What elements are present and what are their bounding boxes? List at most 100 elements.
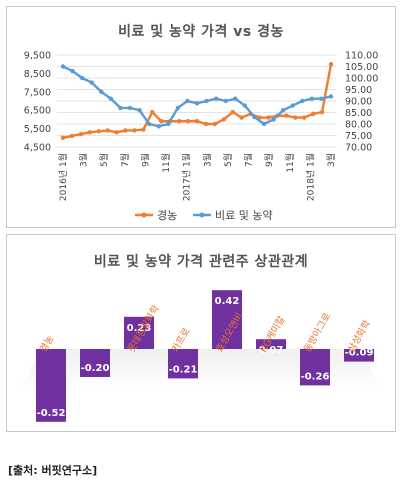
data-point (150, 109, 155, 115)
floor-plane (21, 349, 381, 389)
line-chart-title: 비료 및 농약 가격 vs 경농 (118, 24, 284, 40)
data-point (156, 124, 161, 129)
data-point (176, 119, 182, 124)
x-tick-label: 9월 (139, 153, 151, 167)
data-point (108, 96, 114, 101)
y-right-tick-label: 80.00 (345, 120, 372, 131)
data-point (233, 96, 238, 101)
data-point (118, 105, 123, 111)
bar (80, 349, 110, 377)
bar (256, 339, 286, 349)
x-tick-label: 5월 (222, 153, 234, 167)
x-tick-label: 3월 (78, 153, 90, 167)
bar-value-label: 0.23 (127, 323, 152, 334)
data-point (221, 117, 226, 122)
bar (212, 290, 242, 349)
data-point (261, 121, 267, 127)
data-point (89, 80, 94, 85)
x-tick-label: 3월 (325, 153, 337, 167)
legend-label: 경농 (157, 209, 177, 222)
source-note: [출처: 버핏연구소] (8, 464, 98, 477)
data-point (271, 117, 276, 122)
data-point (309, 96, 315, 101)
data-point (146, 121, 152, 127)
y-left-tick-label: 5,500 (24, 124, 51, 135)
data-point (114, 130, 119, 135)
y-right-tick-label: 85.00 (345, 108, 372, 119)
data-point (78, 131, 84, 137)
bar-value-label: 0.07 (259, 345, 284, 356)
data-point (194, 119, 200, 124)
y-left-tick-label: 8,500 (24, 69, 51, 80)
data-point (96, 129, 101, 134)
x-tick-label: 3월 (201, 153, 213, 167)
data-point (230, 109, 235, 115)
data-point (242, 103, 248, 108)
data-point (141, 127, 146, 132)
x-tick-label: 5월 (98, 153, 110, 167)
y-right-tick-label: 95.00 (345, 85, 372, 96)
data-point (79, 75, 85, 81)
x-tick-label: 11월 (160, 153, 172, 173)
data-point (60, 64, 66, 69)
data-point (175, 105, 181, 111)
data-point (328, 94, 334, 99)
data-point (123, 128, 128, 133)
bar (36, 349, 66, 422)
data-point (213, 96, 219, 101)
category-label: 동방아그로 (302, 311, 334, 355)
bar (344, 349, 374, 362)
x-tick-label: 9월 (263, 153, 275, 167)
y-left-tick-label: 4,500 (24, 143, 51, 154)
data-point (127, 105, 133, 111)
data-point (212, 121, 218, 127)
y-left-tick-label: 9,500 (24, 51, 51, 62)
y-right-tick-label: 100.00 (345, 74, 378, 85)
data-point (310, 111, 316, 117)
x-tick-label: 2017년 1월 (181, 153, 193, 201)
data-point (166, 121, 171, 127)
data-point (223, 98, 228, 104)
bar-chart-title: 비료 및 농약 가격 관련주 상관관계 (93, 254, 309, 270)
data-point (159, 119, 164, 124)
bar-value-label: -0.21 (169, 364, 198, 375)
legend-label: 비료 및 농약 (215, 208, 273, 222)
data-point (87, 130, 93, 135)
x-tick-label: 2016년 1월 (57, 153, 69, 201)
data-point (252, 114, 257, 120)
bar-value-label: -0.09 (345, 348, 374, 359)
y-left-tick-label: 7,500 (24, 87, 51, 98)
data-point (185, 119, 191, 124)
data-point (293, 115, 298, 120)
bar (300, 349, 330, 386)
data-point (132, 128, 137, 133)
y-right-tick-label: 110.00 (345, 51, 378, 62)
bar-chart-panel: 비료 및 농약 가격 관련주 상관관계 -0.52 경농 -0.20 0.23 롯데정밀… (6, 234, 396, 432)
data-point (319, 96, 324, 101)
data-point (204, 98, 209, 104)
data-point (284, 113, 289, 118)
bar (168, 349, 198, 379)
bar-value-label: -0.52 (37, 408, 66, 419)
data-point (328, 62, 334, 67)
data-point (194, 101, 200, 106)
y-right-tick-label: 105.00 (345, 62, 378, 73)
y-left-tick-label: 6,500 (24, 106, 51, 117)
x-tick-label: 7월 (243, 153, 255, 167)
data-point (70, 68, 75, 74)
data-point (319, 109, 325, 115)
data-point (99, 89, 104, 95)
bar-value-label: -0.20 (81, 363, 110, 374)
data-point (266, 115, 271, 120)
y-right-tick-label: 75.00 (345, 131, 372, 142)
y-right-tick-label: 70.00 (345, 143, 372, 154)
data-point (60, 135, 66, 140)
data-point (69, 133, 75, 139)
line-chart-panel: 비료 및 농약 가격 vs 경농 70.00 75.00 80.00 85.00 90.… (6, 6, 396, 228)
legend-marker (141, 212, 147, 218)
bar (124, 316, 154, 349)
line-chart: 70.0075.0080.0085.0090.0095.00100.00105.… (24, 51, 378, 223)
x-tick-label: 7월 (119, 153, 131, 167)
data-point (105, 128, 110, 133)
x-tick-label: 2018년 1월 (304, 153, 316, 201)
